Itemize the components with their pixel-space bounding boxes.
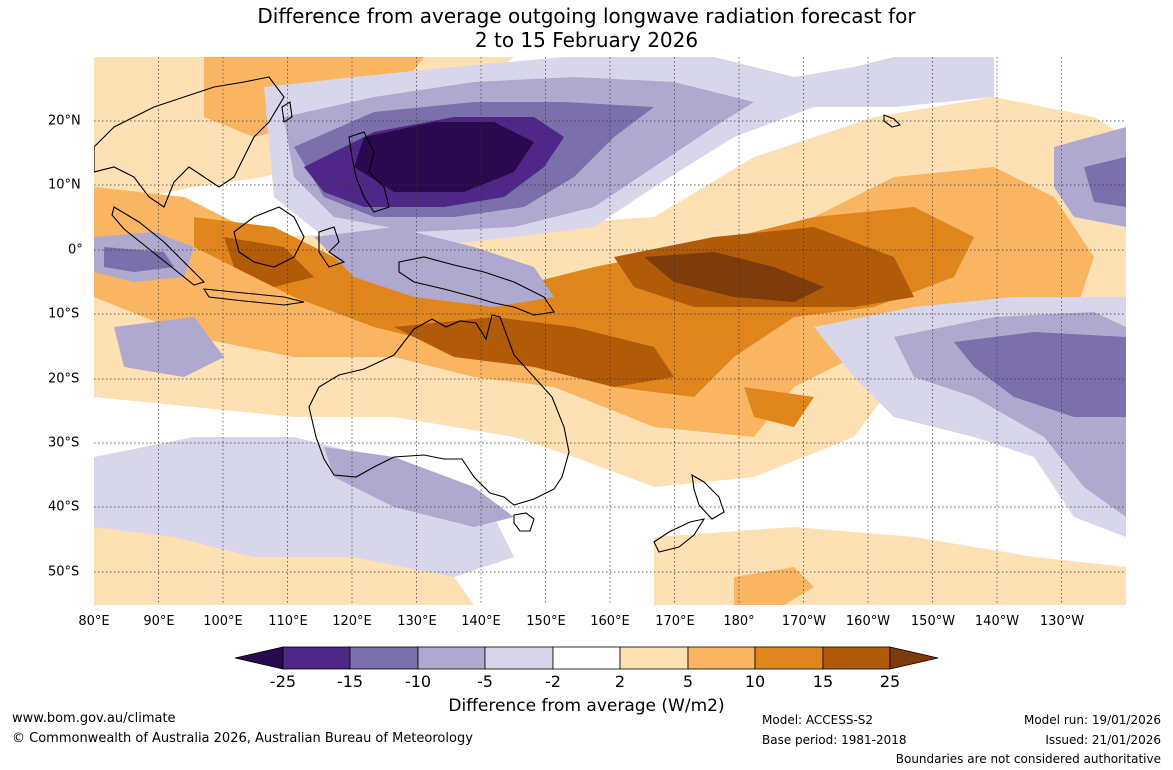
taiwan-coastline: [281, 101, 293, 123]
colorbar-segment: [822, 646, 891, 670]
base-period-text: Base period: 1981-2018: [762, 733, 907, 747]
lon-label: 150°W: [910, 614, 956, 629]
colorbar-tick: -5: [477, 672, 493, 691]
australia-coastline: [308, 314, 570, 506]
lat-label: 10°N: [48, 177, 81, 193]
colorbar-tick: 2: [614, 672, 626, 691]
lat-label: 50°S: [48, 564, 80, 580]
lon-label: 170°E: [655, 614, 695, 629]
field-darkest-brown: [644, 252, 824, 302]
colorbar-tick: 25: [879, 672, 901, 691]
title-line-2: 2 to 15 February 2026: [474, 28, 699, 52]
lat-label: 40°S: [48, 499, 80, 515]
colorbar-tick: 15: [812, 672, 834, 691]
field-purple-south: [94, 437, 514, 577]
field-purple-indonesia: [314, 227, 554, 307]
model-text: Model: ACCESS-S2: [762, 713, 874, 727]
lon-label: 160°E: [590, 614, 630, 629]
disclaimer-text: Boundaries are not considered authoritat…: [895, 752, 1161, 766]
colorbar-segment: [484, 646, 554, 670]
colorbar: [235, 646, 939, 670]
colorbar-segment: [235, 646, 284, 670]
copyright-text: © Commonwealth of Australia 2026, Austra…: [12, 731, 473, 746]
lon-label: 100°E: [203, 614, 243, 629]
new-guinea-coastline: [398, 256, 555, 316]
philippines-coastline: [348, 131, 390, 213]
field-purple-sw: [114, 317, 224, 377]
field-purple-darkest: [354, 122, 534, 192]
north-island-nz-coastline: [691, 473, 725, 520]
website-text: www.bom.gov.au/climate: [12, 711, 176, 726]
colorbar-tick: 10: [744, 672, 766, 691]
lon-label: 120°E: [332, 614, 372, 629]
lon-label: 130°W: [1039, 614, 1085, 629]
colorbar-segment: [619, 646, 689, 670]
field-dark-orange-east: [744, 387, 814, 427]
lon-label: 160°W: [845, 614, 891, 629]
colorbar-segment: [349, 646, 419, 670]
coastlines: [94, 76, 902, 553]
lon-label: 150°E: [526, 614, 566, 629]
colorbar-segment: [754, 646, 824, 670]
lon-label: 170°W: [781, 614, 827, 629]
graticule: [94, 57, 1126, 605]
colorbar-tick: 5: [682, 672, 694, 691]
java-coastline: [202, 288, 305, 306]
colorbar-segment: [687, 646, 756, 670]
field-orange-se: [734, 567, 814, 605]
sulawesi-coastline: [318, 226, 346, 268]
issued-text: Issued: 21/01/2026: [1045, 733, 1161, 747]
south-island-nz-coastline: [653, 518, 706, 553]
lat-label: 0°: [68, 242, 83, 258]
lat-label: 10°S: [48, 306, 80, 322]
colorbar-tick: -15: [336, 672, 364, 691]
lon-label: 110°E: [268, 614, 308, 629]
asia-mainland-coastline: [94, 76, 285, 208]
hawaii-coastline: [883, 114, 902, 128]
lon-label: 140°W: [974, 614, 1020, 629]
lon-label: 180°: [723, 614, 755, 629]
map-title: Difference from average outgoing longwav…: [0, 4, 1173, 52]
lat-label: 20°N: [48, 113, 81, 129]
tasmania-coastline: [513, 512, 535, 532]
lat-label: 30°S: [48, 435, 80, 451]
lat-label: 20°S: [48, 371, 80, 387]
field-brown-west: [224, 237, 314, 287]
colorbar-segment: [282, 646, 351, 670]
colorbar-tick: -2: [545, 672, 561, 691]
lon-label: 90°E: [143, 614, 175, 629]
anomaly-map: [94, 57, 1126, 605]
field-purple-west-dark: [104, 247, 174, 272]
lon-label: 140°E: [461, 614, 501, 629]
model-run-text: Model run: 19/01/2026: [1023, 713, 1161, 727]
sumatra-coastline: [111, 206, 206, 286]
colorbar-segment: [889, 646, 939, 670]
title-line-1: Difference from average outgoing longwav…: [257, 4, 916, 28]
colorbar-tick: -10: [404, 672, 432, 691]
borneo-coastline: [233, 206, 305, 268]
colorbar-segment: [417, 646, 486, 670]
lon-label: 80°E: [78, 614, 110, 629]
colorbar-segment: [552, 646, 621, 670]
colorbar-title: Difference from average (W/m2): [448, 696, 725, 716]
lon-label: 130°E: [397, 614, 437, 629]
field-purple-ne-dark: [1084, 157, 1126, 207]
field-brown-south: [394, 317, 674, 387]
colorbar-tick: -25: [269, 672, 297, 691]
